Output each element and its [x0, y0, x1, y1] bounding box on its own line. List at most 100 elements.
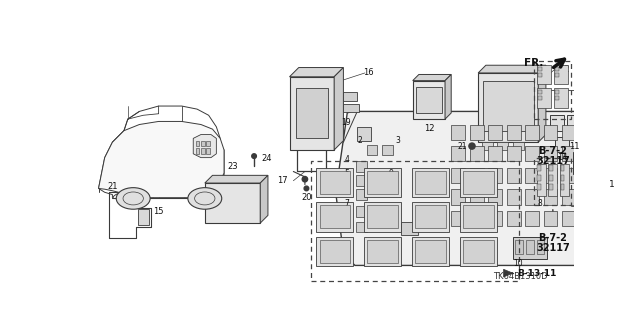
- Bar: [451, 146, 465, 161]
- Bar: [483, 81, 534, 131]
- Polygon shape: [334, 68, 344, 150]
- Bar: [573, 152, 590, 174]
- Bar: [451, 124, 465, 140]
- Ellipse shape: [188, 188, 221, 209]
- Polygon shape: [289, 68, 344, 77]
- Bar: [554, 88, 568, 108]
- Text: 18: 18: [420, 219, 430, 227]
- Bar: [451, 189, 465, 204]
- Bar: [364, 202, 401, 232]
- Bar: [470, 124, 484, 140]
- Text: 12: 12: [424, 124, 434, 133]
- Text: 2: 2: [358, 136, 363, 145]
- Bar: [451, 211, 465, 226]
- Bar: [562, 189, 576, 204]
- Text: 4: 4: [345, 155, 349, 164]
- Polygon shape: [538, 65, 546, 142]
- Bar: [555, 90, 559, 94]
- Circle shape: [304, 186, 308, 191]
- Bar: [356, 161, 367, 172]
- Bar: [357, 127, 371, 141]
- Bar: [482, 142, 493, 150]
- Text: 21: 21: [457, 142, 467, 151]
- Polygon shape: [193, 135, 216, 158]
- Text: 19: 19: [342, 118, 351, 128]
- Bar: [525, 146, 539, 161]
- Bar: [562, 211, 576, 226]
- Text: 6: 6: [345, 182, 349, 191]
- Bar: [367, 240, 398, 263]
- Text: 32117: 32117: [536, 157, 570, 167]
- Polygon shape: [445, 74, 451, 119]
- Bar: [415, 205, 446, 228]
- Bar: [513, 237, 547, 258]
- Bar: [196, 148, 200, 154]
- Circle shape: [252, 154, 257, 159]
- Bar: [561, 184, 564, 190]
- Bar: [513, 142, 524, 150]
- Bar: [319, 171, 350, 194]
- Bar: [205, 183, 260, 223]
- Bar: [460, 202, 497, 232]
- Bar: [344, 92, 357, 101]
- Bar: [478, 73, 538, 142]
- Bar: [412, 168, 449, 197]
- Bar: [463, 171, 493, 194]
- Bar: [582, 155, 587, 161]
- Bar: [562, 146, 576, 161]
- Bar: [376, 175, 387, 186]
- Text: 3: 3: [395, 136, 400, 145]
- Ellipse shape: [116, 188, 150, 209]
- Bar: [555, 96, 559, 100]
- Circle shape: [302, 176, 308, 182]
- Bar: [538, 174, 541, 181]
- Text: 13: 13: [553, 99, 564, 108]
- Bar: [543, 124, 557, 140]
- Bar: [451, 168, 465, 183]
- Bar: [538, 96, 542, 100]
- Text: 8: 8: [538, 199, 542, 208]
- Bar: [319, 240, 350, 263]
- Text: 32117: 32117: [536, 243, 570, 253]
- Bar: [201, 148, 205, 154]
- Bar: [550, 115, 564, 131]
- Bar: [561, 165, 564, 172]
- Bar: [196, 141, 200, 146]
- Bar: [401, 221, 418, 235]
- Bar: [562, 124, 576, 140]
- Bar: [470, 211, 484, 226]
- Bar: [463, 240, 493, 263]
- Bar: [488, 189, 502, 204]
- Text: B-7-2: B-7-2: [538, 146, 567, 157]
- Text: B-13-11: B-13-11: [517, 269, 557, 278]
- Circle shape: [469, 143, 475, 149]
- Bar: [296, 88, 328, 138]
- Bar: [525, 189, 539, 204]
- Bar: [538, 73, 542, 77]
- Text: 20: 20: [301, 193, 312, 202]
- Bar: [463, 205, 493, 228]
- Bar: [367, 171, 398, 194]
- Bar: [560, 164, 569, 196]
- Bar: [488, 211, 502, 226]
- Bar: [561, 174, 564, 181]
- Bar: [507, 124, 520, 140]
- Polygon shape: [99, 122, 224, 198]
- Bar: [582, 163, 587, 169]
- Bar: [319, 205, 350, 228]
- Bar: [416, 87, 442, 113]
- Bar: [555, 73, 559, 77]
- Text: FR.: FR.: [524, 58, 543, 68]
- Bar: [549, 184, 553, 190]
- Bar: [534, 61, 572, 119]
- Bar: [543, 189, 557, 204]
- Bar: [525, 124, 539, 140]
- Bar: [356, 206, 367, 217]
- Bar: [488, 168, 502, 183]
- Bar: [382, 145, 393, 155]
- Polygon shape: [205, 175, 268, 183]
- Bar: [515, 240, 523, 254]
- Bar: [470, 189, 484, 204]
- Bar: [356, 221, 367, 232]
- Text: 7: 7: [345, 199, 349, 208]
